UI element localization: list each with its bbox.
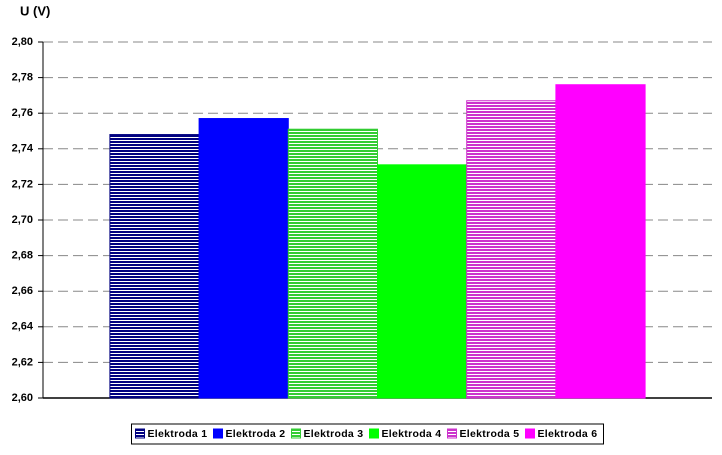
y-tick-label: 2,66 — [12, 285, 33, 297]
legend-label: Elektroda 1 — [148, 428, 208, 440]
legend-label: Elektroda 6 — [538, 428, 598, 440]
legend-swatch — [213, 428, 223, 439]
y-tick-label: 2,76 — [12, 107, 33, 119]
y-tick-label: 2,68 — [12, 250, 33, 262]
bar — [555, 84, 646, 399]
y-tick-label: 2,80 — [12, 36, 33, 48]
legend-swatch — [135, 428, 145, 439]
y-tick-label: 2,60 — [12, 392, 33, 404]
bar — [466, 100, 557, 399]
y-tick-label: 2,74 — [12, 143, 34, 155]
legend-box — [131, 423, 604, 445]
y-tick-label: 2,64 — [12, 321, 34, 333]
legend-label: Elektroda 4 — [382, 428, 442, 440]
legend-swatch — [525, 428, 535, 439]
y-tick-label: 2,72 — [12, 178, 33, 190]
y-axis-label: U (V) — [20, 3, 50, 18]
bar — [287, 128, 378, 399]
legend-swatch — [369, 428, 379, 439]
y-tick-label: 2,70 — [12, 214, 33, 226]
bar — [377, 164, 468, 399]
legend-label: Elektroda 2 — [226, 428, 286, 440]
y-tick-label: 2,62 — [12, 356, 33, 368]
bar — [198, 118, 289, 399]
y-tick-label: 2,78 — [12, 72, 33, 84]
legend-label: Elektroda 5 — [460, 428, 520, 440]
legend-label: Elektroda 3 — [304, 428, 364, 440]
legend-swatch — [447, 428, 457, 439]
legend-swatch — [291, 428, 301, 439]
bar — [109, 134, 200, 399]
